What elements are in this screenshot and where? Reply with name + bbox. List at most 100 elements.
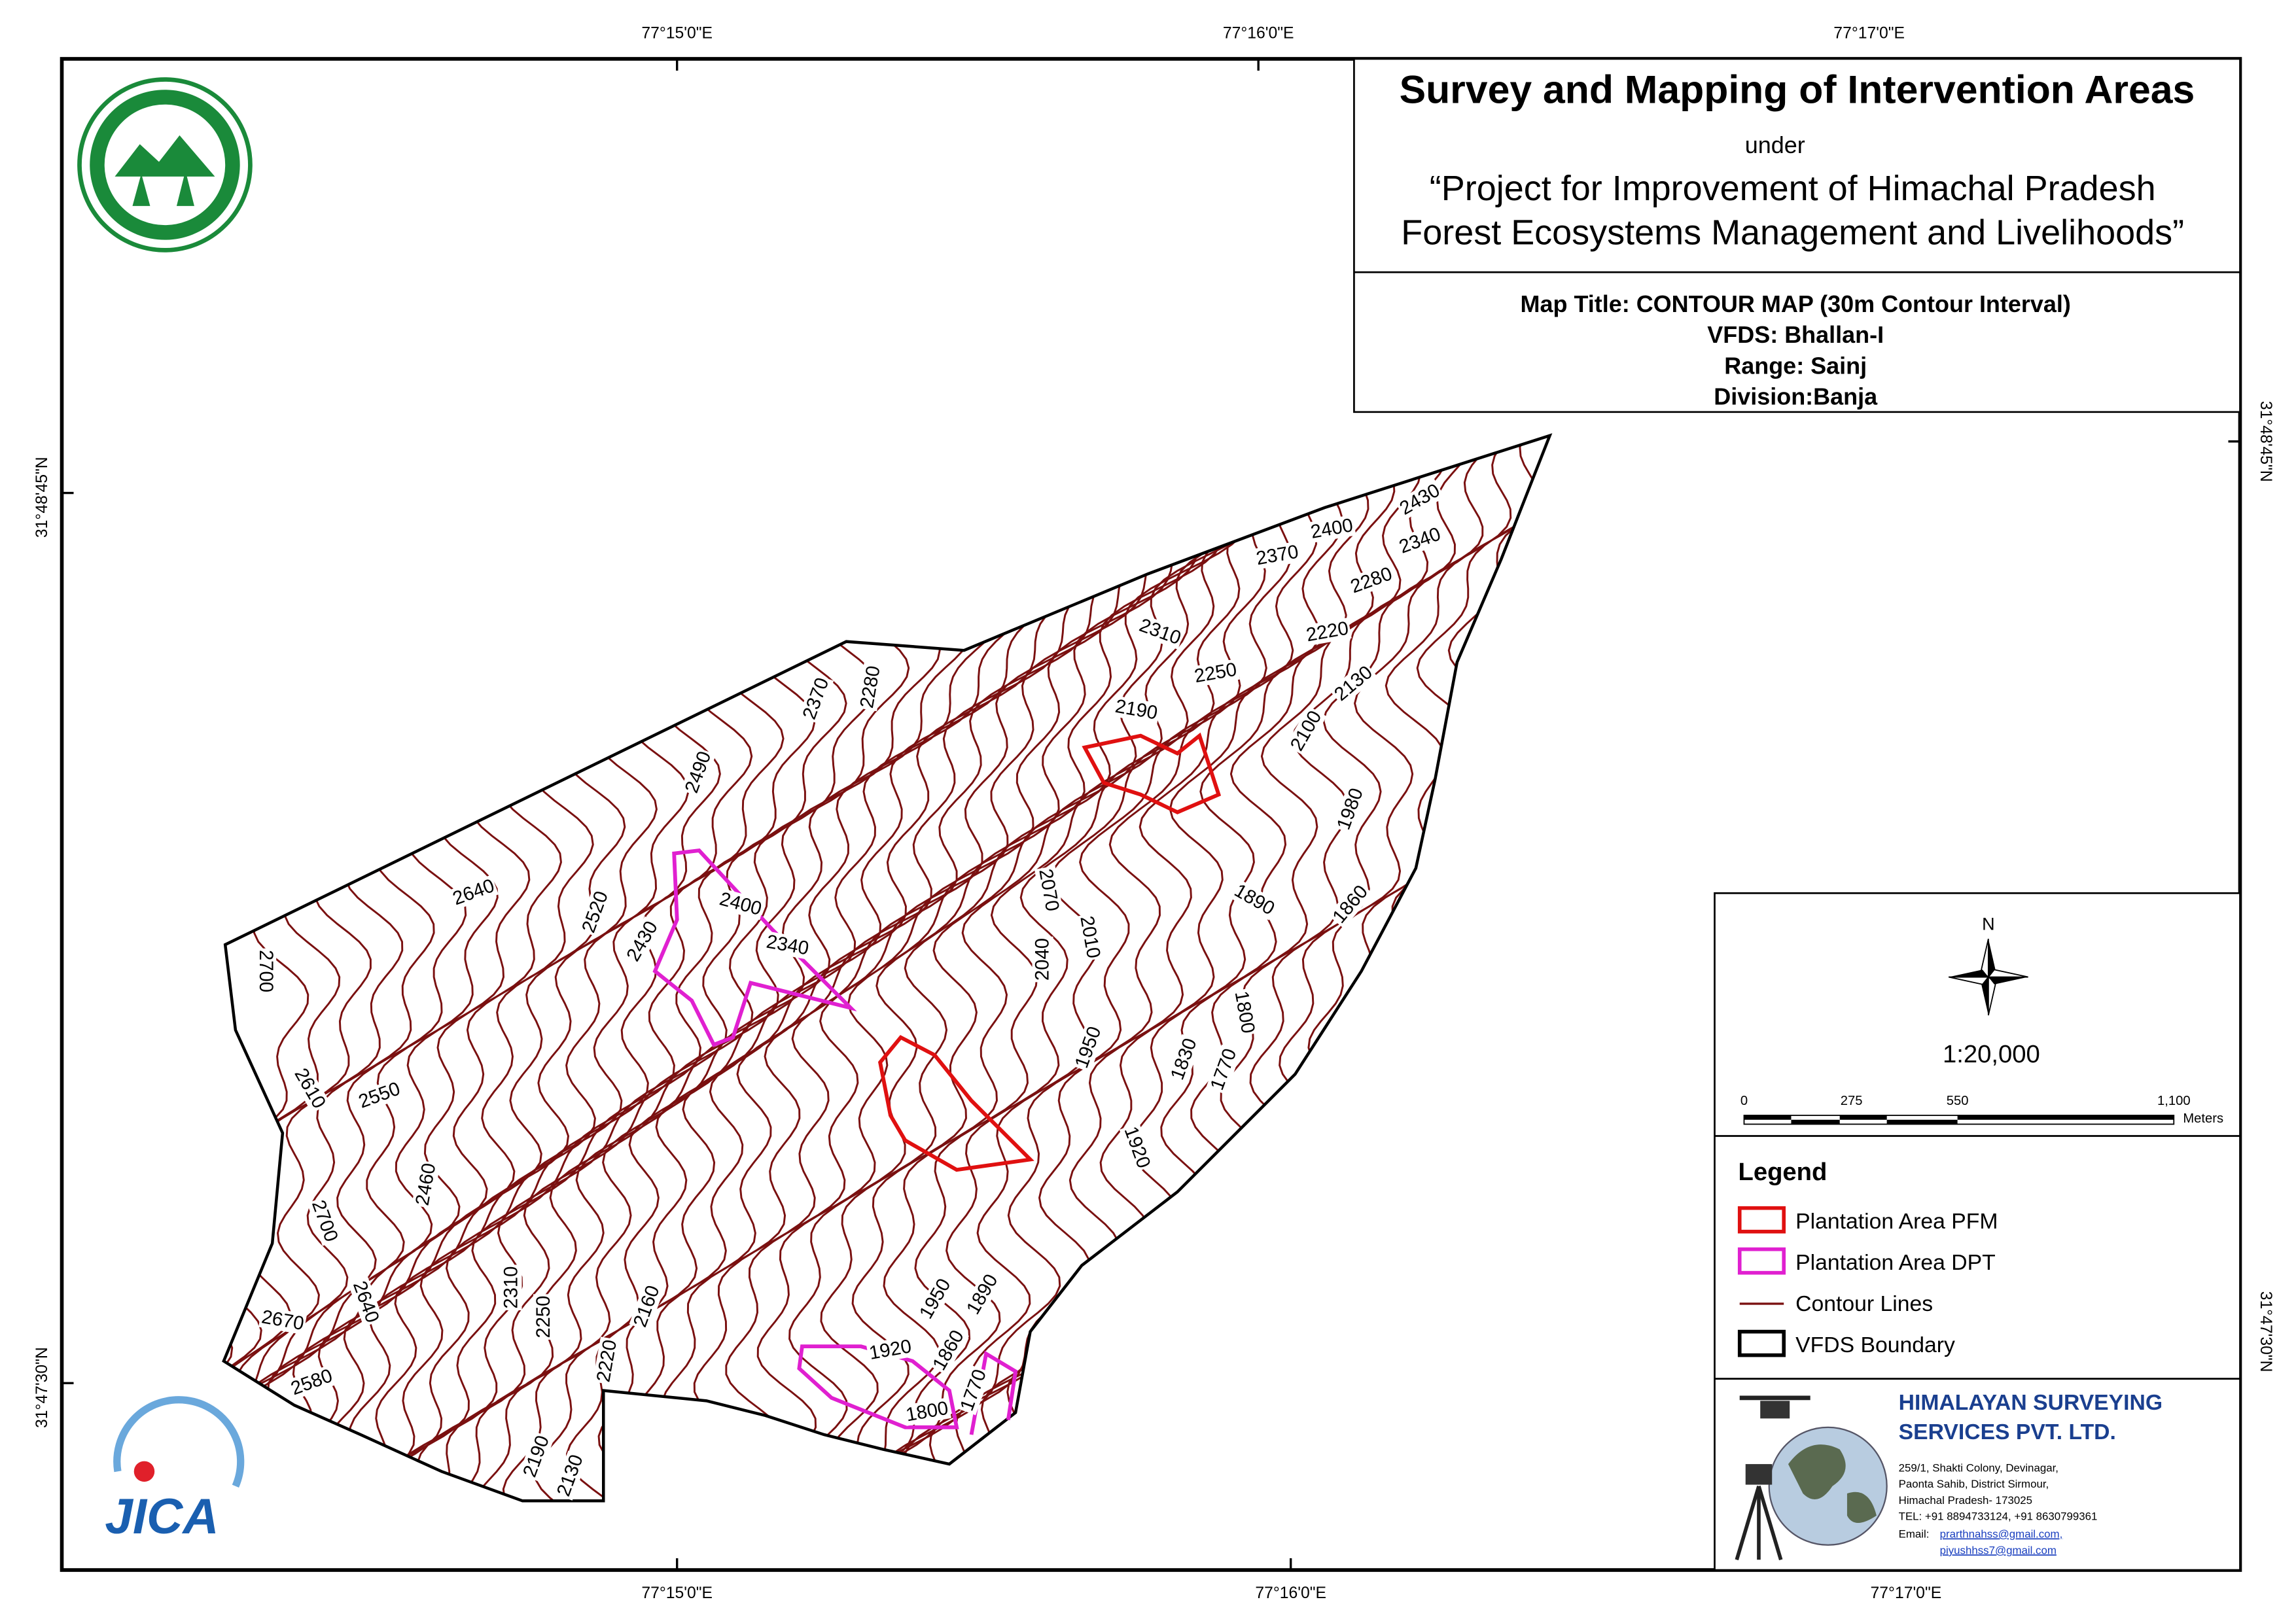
graticule-label: 77°17'0"E [1833,24,1905,42]
label-halo [518,1431,554,1482]
label-halo [354,1077,405,1113]
label-halo [592,1336,622,1386]
label-halo [1206,1044,1242,1094]
label-halo [1032,936,1053,983]
title-box [1353,58,2241,413]
scale-unit: Meters [2183,1111,2223,1126]
label-halo [629,1281,665,1332]
legend-item: Plantation Area PFM [1795,1209,1998,1234]
label-halo [1332,784,1368,834]
company-logo [1735,1395,1888,1561]
graticule-label: 77°16'0"E [1223,24,1294,42]
graticule-label: 77°16'0"E [1255,1584,1326,1602]
pfm-areas [877,732,1222,1172]
label-halo [1329,661,1378,707]
title: Survey and Mapping of Intervention Areas [1400,67,2195,111]
project-name: Forest Ecosystems Management and Livelih… [1401,213,2184,252]
contour-line [799,435,1356,1501]
label-halo [866,1335,915,1365]
email-label: Email: [1899,1528,1930,1541]
label-halo [1119,1122,1155,1173]
division: Division:Banja [1714,383,1878,410]
label-halo [255,948,277,994]
contour-line [802,435,1329,1501]
scale-label: 0 [1740,1094,1748,1108]
label-halo [716,888,766,920]
label-halo [1328,880,1373,929]
label-halo [1394,479,1445,520]
label-halo [1230,988,1259,1037]
legend-swatch [1737,1329,1786,1357]
label-halo [1303,618,1352,646]
company-name: SERVICES PVT. LTD. [1899,1420,2116,1444]
graticule-label: 31°48'45"N [2257,401,2274,482]
label-halo [763,931,812,960]
graticule-label: 77°15'0"E [641,24,713,42]
legend-item: Plantation Area DPT [1795,1250,1996,1275]
project-name: “Project for Improvement of Himachal Pra… [1430,169,2156,208]
legend-items: Plantation Area PFM Plantation Area DPT … [1737,1206,1998,1357]
label-halo [680,747,716,797]
email[interactable]: piyushhss7@gmail.com [1940,1544,2057,1556]
jica-text: JICA [105,1489,219,1544]
graticule-label: 31°47'30"N [2257,1291,2274,1372]
label-halo [412,1160,440,1209]
label-halo [1229,879,1280,920]
label-halo [1191,659,1240,688]
legend-item: Contour Lines [1795,1291,1933,1316]
graticule-label: 77°17'0"E [1871,1584,1942,1602]
company-name: HIMALAYAN SURVEYING [1899,1390,2163,1415]
address-line: 259/1, Shakti Colony, Devinagar, [1899,1461,2058,1474]
range: Range: Sainj [1724,352,1867,379]
label-halo [1286,706,1327,756]
company-address: 259/1, Shakti Colony, Devinagar, Paonta … [1899,1461,2098,1556]
vfds: VFDS: Bhallan-I [1707,321,1884,348]
label-halo [1112,695,1161,724]
graticule-label: 31°47'30"N [33,1347,51,1428]
address-line: TEL: +91 8894733124, +91 8630799361 [1899,1510,2098,1523]
email[interactable]: prarthnahss@gmail.com, [1940,1528,2063,1541]
label-halo [577,886,613,937]
contour-line [802,435,1370,1501]
label-halo [955,1365,991,1416]
label-halo [1070,1022,1106,1073]
dpt-area [652,848,857,1047]
pfm-area [877,1035,1034,1172]
label-halo [1307,514,1356,544]
label-halo [1346,563,1397,599]
graticule-label: 77°15'0"E [641,1584,713,1602]
label-halo [1075,913,1104,962]
label-halo [287,1365,337,1401]
label-halo [501,1265,522,1310]
label-halo [1395,523,1445,559]
north-label: N [1982,915,1995,934]
scale-label: 1,100 [2157,1094,2191,1108]
contour-label: 2040 [1033,938,1053,981]
label-halo [258,1306,308,1335]
contour-line [877,435,1407,1501]
label-halo [915,1274,956,1324]
scale-label: 275 [1841,1094,1863,1108]
scale-labels: 0 275 550 1,100 Meters [1740,1094,2223,1126]
label-halo [1166,1034,1202,1085]
contour-line [851,435,1388,1501]
subtitle: under [1745,131,1805,158]
contour-line [788,435,1300,1501]
scale-bar [1743,1115,2175,1125]
label-halo [289,1063,330,1113]
label-halo [856,663,885,712]
vfds-boundary [222,433,1553,1503]
label-halo [348,1277,383,1327]
label-halo [798,673,834,724]
label-halo [1253,541,1302,570]
address-line: Paonta Sahib, District Sirmour, [1899,1478,2049,1490]
graticule-label: 31°48'45"N [33,457,51,538]
label-halo [928,1325,969,1376]
label-halo [902,1397,951,1426]
label-halo [962,1269,1003,1319]
legend-item: VFDS Boundary [1795,1333,1955,1357]
contour-line [661,435,1184,1501]
contour-line [824,435,1374,1501]
